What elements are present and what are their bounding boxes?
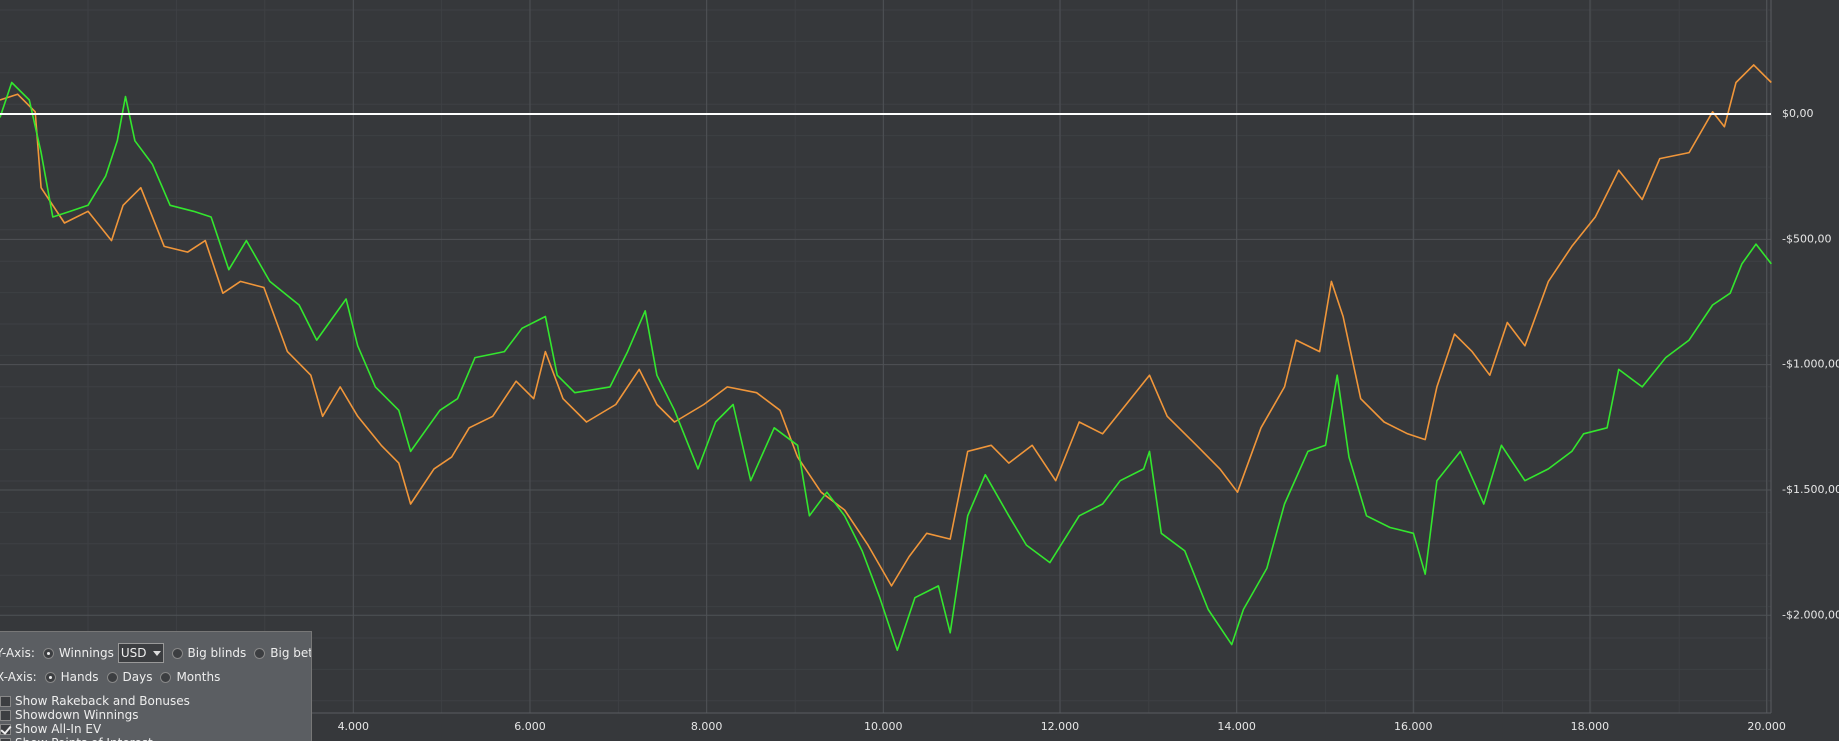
x-axis-row: X-Axis: Hands Days Months [0, 669, 220, 685]
y-tick-label: -$500,00 [1782, 232, 1831, 245]
x-tick-label: 16.000 [1394, 720, 1433, 733]
radio-button[interactable] [106, 671, 118, 683]
radio-button[interactable] [160, 671, 172, 683]
axis-label: Y-Axis: [0, 646, 35, 660]
checkbox-row: Showdown Winnings [0, 707, 139, 723]
radio-button[interactable] [44, 671, 56, 683]
checkbox-row: Show Rakeback and Bonuses [0, 693, 190, 709]
radio-button[interactable] [171, 647, 183, 659]
x-tick-label: 18.000 [1571, 720, 1610, 733]
x-tick-label: 10.000 [864, 720, 903, 733]
x-tick-label: 14.000 [1217, 720, 1256, 733]
y-tick-label: -$1.000,00 [1782, 358, 1839, 371]
currency-select[interactable]: USD [117, 643, 164, 663]
x-tick-label: 4.000 [338, 720, 370, 733]
checkbox-label: Show Points of Interest [15, 736, 153, 741]
x-tick-label: 20.000 [1747, 720, 1786, 733]
axis-label: X-Axis: [0, 670, 37, 684]
y-tick-label: -$2.000,00 [1782, 608, 1839, 621]
graph-options: Y-Axis: Winnings USD Big blinds Big bets X-Ax… [0, 631, 312, 741]
series-line [0, 64, 1772, 587]
x-tick-label: 8.000 [691, 720, 723, 733]
y-axis-row: Y-Axis: Winnings USD Big blinds Big bets [0, 643, 311, 663]
checkbox[interactable] [0, 709, 11, 721]
radio-label: Big bets [270, 646, 311, 660]
checkbox[interactable] [0, 723, 11, 735]
radio-label: Months [176, 670, 221, 684]
checkbox-label: Showdown Winnings [15, 708, 139, 722]
checkbox[interactable] [0, 737, 11, 741]
checkbox-label: Show All-In EV [15, 722, 102, 736]
radio-button[interactable] [42, 647, 54, 659]
x-tick-label: 12.000 [1041, 720, 1080, 733]
checkbox-row: Show Points of Interest [0, 735, 153, 741]
radio-label: Hands [60, 670, 99, 684]
series-line [0, 81, 1772, 652]
radio-label: Big blinds [187, 646, 247, 660]
x-tick-label: 6.000 [514, 720, 546, 733]
checkbox-label: Show Rakeback and Bonuses [15, 694, 190, 708]
y-tick-label: -$1.500,00 [1782, 483, 1839, 496]
radio-label: Days [122, 670, 153, 684]
checkbox[interactable] [0, 695, 11, 707]
radio-button[interactable] [254, 647, 266, 659]
currency-value: USD [120, 646, 147, 660]
plot-area [0, 0, 1771, 713]
y-tick-label: $0,00 [1782, 107, 1814, 120]
dropdown-arrow [152, 650, 161, 656]
radio-label: Winnings [58, 646, 114, 660]
checkbox-row: Show All-In EV [0, 721, 101, 737]
